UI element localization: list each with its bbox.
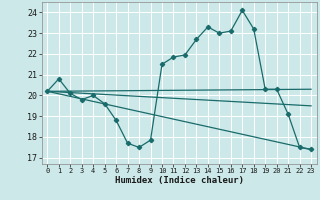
X-axis label: Humidex (Indice chaleur): Humidex (Indice chaleur) xyxy=(115,176,244,185)
